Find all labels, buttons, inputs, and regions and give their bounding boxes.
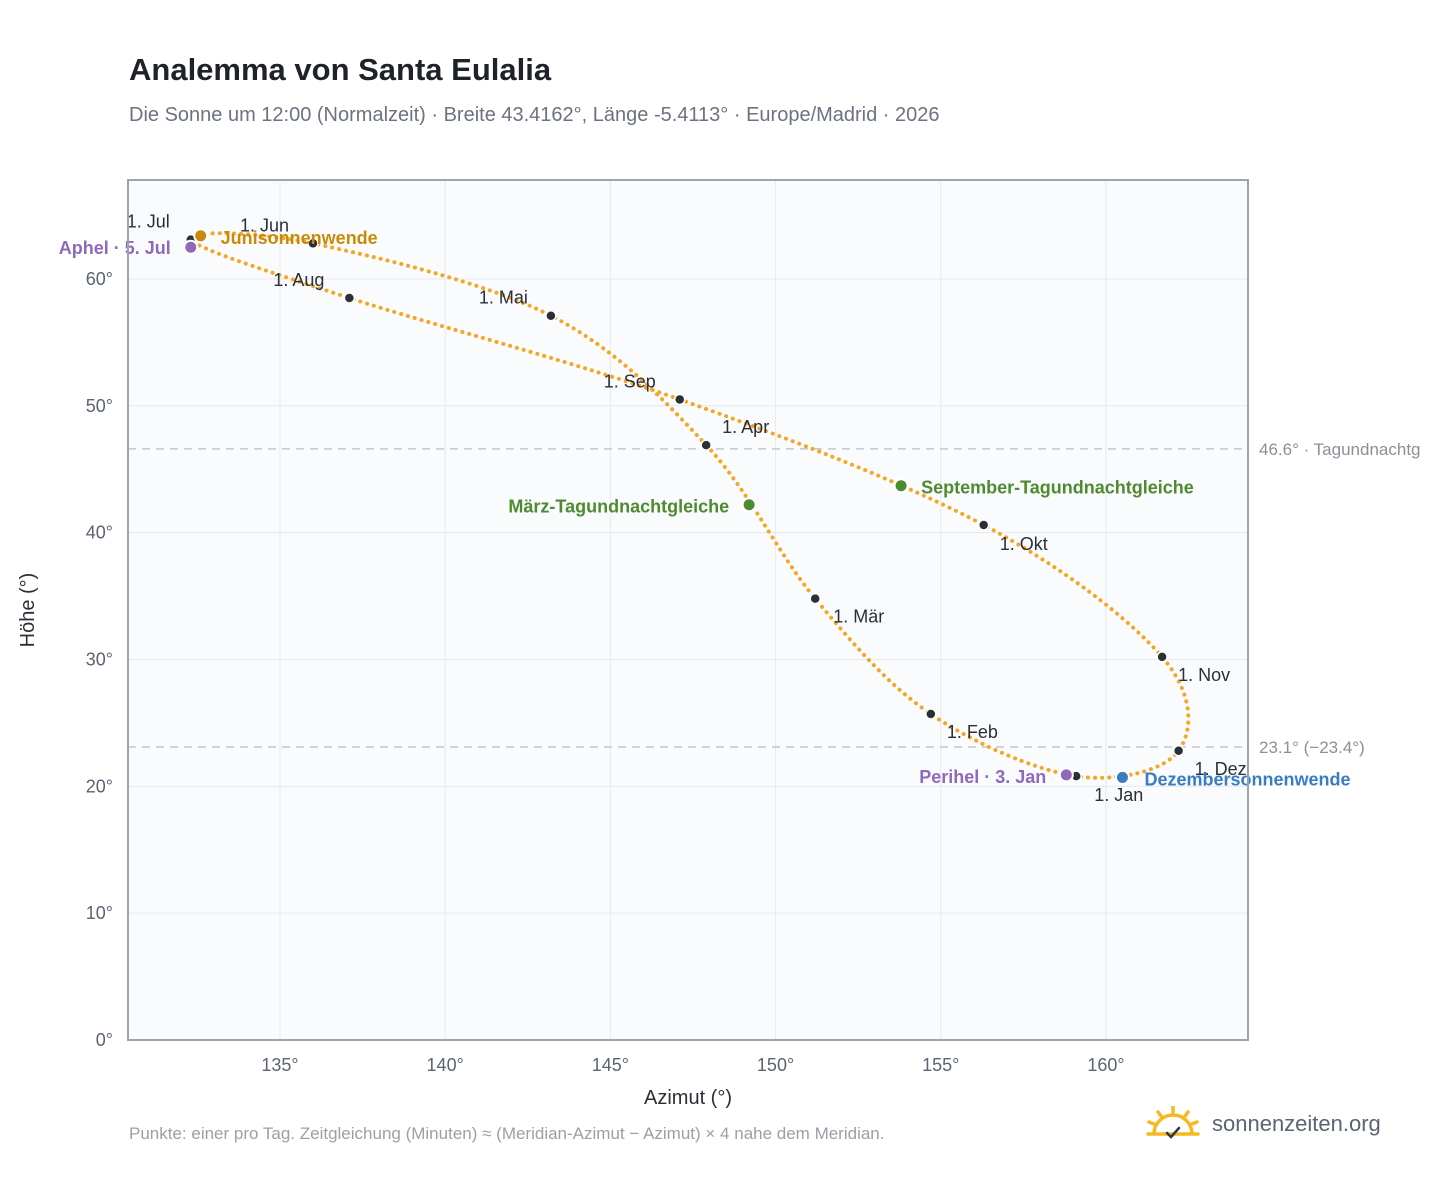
- brand-name: sonnenzeiten.org: [1212, 1111, 1381, 1136]
- x-tick-label: 150°: [757, 1055, 794, 1075]
- x-axis-title: Azimut (°): [644, 1087, 732, 1109]
- y-tick-label: 40°: [86, 523, 113, 543]
- event-marker[interactable]: [1058, 767, 1074, 783]
- event-marker[interactable]: [893, 478, 909, 494]
- x-tick-label: 155°: [922, 1055, 959, 1075]
- month-marker[interactable]: [700, 439, 712, 451]
- plot-frame: [127, 179, 1249, 1041]
- y-tick-label: 60°: [86, 269, 113, 289]
- event-label: März-Tagundnachtgleiche: [508, 497, 729, 517]
- month-label: 1. Mär: [833, 607, 884, 627]
- month-label: 1. Sep: [604, 371, 656, 391]
- chart-title: Analemma von Santa Eulalia: [129, 52, 552, 87]
- month-label: 1. Aug: [273, 270, 324, 290]
- month-marker[interactable]: [1156, 651, 1168, 663]
- analemma-daily-points: [188, 231, 1191, 780]
- month-label: 1. Apr: [722, 417, 769, 437]
- month-marker[interactable]: [925, 708, 937, 720]
- reference-line-label: 23.1° (−23.4°): [1259, 738, 1365, 757]
- event-marker[interactable]: [1114, 769, 1130, 785]
- y-tick-label: 0°: [96, 1030, 113, 1050]
- x-tick-label: 160°: [1087, 1055, 1124, 1075]
- month-marker[interactable]: [545, 309, 557, 322]
- month-marker[interactable]: [307, 237, 319, 250]
- event-label: Junisonnenwende: [221, 228, 378, 248]
- x-tick-label: 140°: [427, 1055, 464, 1075]
- x-tick-label: 145°: [592, 1055, 629, 1075]
- y-tick-label: 30°: [86, 649, 113, 669]
- x-tick-label: 135°: [261, 1055, 298, 1075]
- event-label: Perihel · 3. Jan: [919, 767, 1046, 787]
- event-marker[interactable]: [183, 239, 199, 255]
- month-label: 1. Nov: [1178, 665, 1230, 685]
- month-marker[interactable]: [673, 393, 686, 406]
- month-marker[interactable]: [1172, 745, 1185, 757]
- sun-logo-icon: [1146, 1106, 1200, 1139]
- y-tick-label: 50°: [86, 396, 113, 416]
- y-tick-label: 20°: [86, 776, 113, 796]
- footnote: Punkte: einer pro Tag. Zeitgleichung (Mi…: [129, 1124, 885, 1143]
- month-label: 1. Feb: [947, 722, 998, 742]
- month-marker[interactable]: [809, 592, 821, 605]
- event-marker[interactable]: [741, 497, 757, 513]
- brand[interactable]: sonnenzeiten.org: [1146, 1104, 1381, 1144]
- reference-line-label: 46.6° · Tagundnachtg: [1259, 440, 1421, 459]
- event-label: September-Tagundnachtgleiche: [921, 478, 1194, 498]
- y-axis-title: Höhe (°): [17, 573, 39, 648]
- month-label: 1. Okt: [1000, 534, 1048, 554]
- month-label: 1. Dez: [1195, 759, 1247, 779]
- month-label: 1. Jun: [240, 215, 289, 235]
- month-label: 1. Jan: [1094, 785, 1143, 805]
- chart-subtitle: Die Sonne um 12:00 (Normalzeit) · Breite…: [129, 104, 940, 126]
- event-marker[interactable]: [193, 228, 209, 244]
- month-label: 1. Jul: [127, 212, 170, 232]
- event-label: Aphel · 5. Jul: [59, 238, 171, 258]
- month-label: 1. Mai: [479, 288, 528, 308]
- plot-area: [128, 180, 1248, 1040]
- month-marker[interactable]: [977, 519, 990, 531]
- y-tick-label: 10°: [86, 903, 113, 923]
- month-marker[interactable]: [343, 292, 356, 304]
